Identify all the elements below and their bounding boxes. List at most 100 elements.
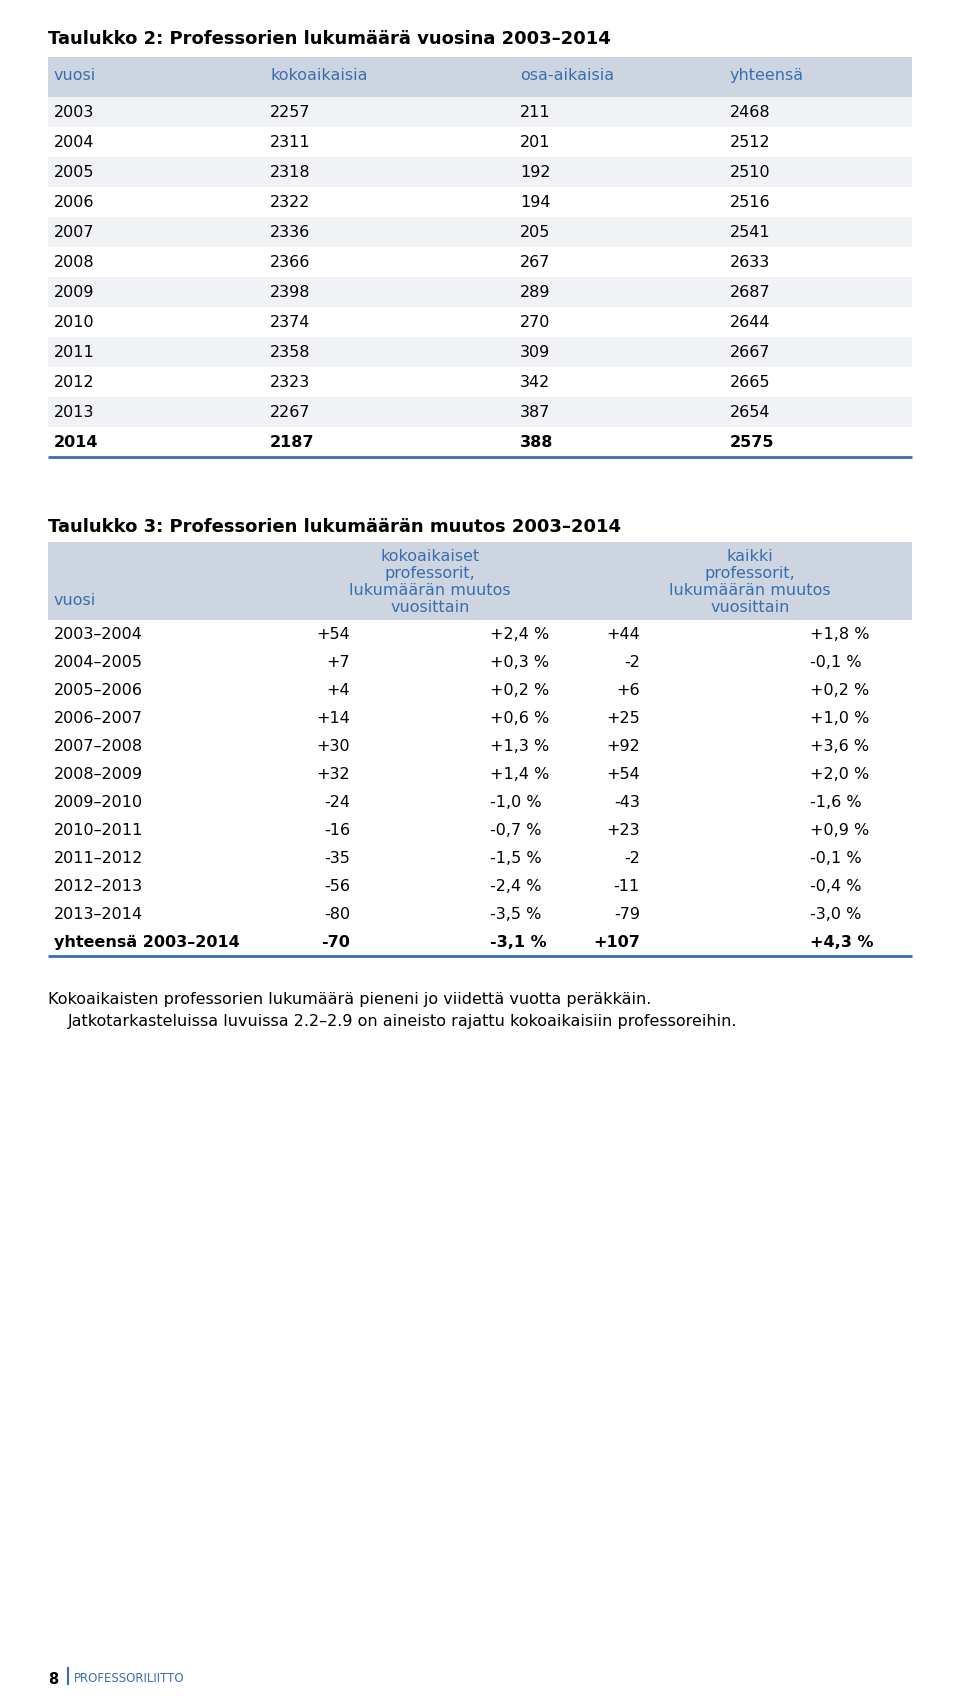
Text: kaikki: kaikki [727, 548, 774, 564]
Text: -16: -16 [324, 822, 350, 837]
Text: +4,3 %: +4,3 % [810, 934, 874, 949]
Text: +54: +54 [316, 627, 350, 642]
Text: 2358: 2358 [270, 345, 310, 360]
Text: +0,9 %: +0,9 % [810, 822, 869, 837]
Text: +3,6 %: +3,6 % [810, 739, 869, 754]
Text: 2665: 2665 [730, 375, 771, 391]
Text: +2,4 %: +2,4 % [490, 627, 549, 642]
Text: -70: -70 [322, 934, 350, 949]
Text: 2012: 2012 [54, 375, 95, 391]
Text: yhteensä: yhteensä [730, 68, 804, 83]
Text: professorit,: professorit, [705, 565, 796, 581]
Text: professorit,: professorit, [385, 565, 475, 581]
Text: 2003: 2003 [54, 105, 94, 121]
Text: lukumäärän muutos: lukumäärän muutos [669, 582, 830, 598]
Text: -35: -35 [324, 851, 350, 866]
Text: -3,5 %: -3,5 % [490, 907, 541, 922]
Text: 2374: 2374 [270, 314, 310, 329]
Text: yhteensä 2003–2014: yhteensä 2003–2014 [54, 934, 240, 949]
Text: 2004: 2004 [54, 134, 94, 149]
Text: 2267: 2267 [270, 404, 310, 419]
Text: 2004–2005: 2004–2005 [54, 655, 143, 669]
Text: vuosittain: vuosittain [710, 599, 790, 615]
Text: 2010–2011: 2010–2011 [54, 822, 143, 837]
Text: 2010: 2010 [54, 314, 95, 329]
Text: +107: +107 [593, 934, 640, 949]
Text: 2644: 2644 [730, 314, 771, 329]
Text: +1,8 %: +1,8 % [810, 627, 870, 642]
Text: -0,1 %: -0,1 % [810, 851, 862, 866]
Text: 194: 194 [520, 195, 550, 211]
Text: -24: -24 [324, 795, 350, 810]
Text: 2007: 2007 [54, 224, 94, 239]
Text: -0,7 %: -0,7 % [490, 822, 541, 837]
Text: -2: -2 [624, 851, 640, 866]
Text: +7: +7 [326, 655, 350, 669]
Text: vuosi: vuosi [54, 593, 96, 608]
Text: +23: +23 [607, 822, 640, 837]
Text: 387: 387 [520, 404, 550, 419]
Text: 2541: 2541 [730, 224, 771, 239]
Text: 2398: 2398 [270, 285, 310, 301]
Text: 2512: 2512 [730, 134, 771, 149]
Text: 289: 289 [520, 285, 550, 301]
Text: kokoaikaisia: kokoaikaisia [270, 68, 368, 83]
Text: 2516: 2516 [730, 195, 771, 211]
Text: -1,0 %: -1,0 % [490, 795, 541, 810]
Text: 2468: 2468 [730, 105, 771, 121]
Text: 2187: 2187 [270, 435, 315, 450]
Text: 2575: 2575 [730, 435, 775, 450]
Text: -3,0 %: -3,0 % [810, 907, 861, 922]
Text: 2366: 2366 [270, 255, 310, 270]
Text: -0,4 %: -0,4 % [810, 878, 861, 893]
Text: 2667: 2667 [730, 345, 771, 360]
Text: osa-aikaisia: osa-aikaisia [520, 68, 614, 83]
Text: 2311: 2311 [270, 134, 311, 149]
Text: -3,1 %: -3,1 % [490, 934, 546, 949]
Text: -2: -2 [624, 655, 640, 669]
Text: 2006–2007: 2006–2007 [54, 710, 143, 725]
Text: 2687: 2687 [730, 285, 771, 301]
Text: +32: +32 [317, 766, 350, 781]
Text: 192: 192 [520, 165, 550, 180]
Text: 2009–2010: 2009–2010 [54, 795, 143, 810]
Text: +0,3 %: +0,3 % [490, 655, 549, 669]
Text: -80: -80 [324, 907, 350, 922]
Text: +0,6 %: +0,6 % [490, 710, 549, 725]
Text: lukumäärän muutos: lukumäärän muutos [349, 582, 511, 598]
Text: +1,4 %: +1,4 % [490, 766, 549, 781]
Text: 2011–2012: 2011–2012 [54, 851, 143, 866]
Text: 270: 270 [520, 314, 550, 329]
Text: vuosittain: vuosittain [391, 599, 469, 615]
Text: +1,0 %: +1,0 % [810, 710, 870, 725]
Text: 388: 388 [520, 435, 553, 450]
Text: +6: +6 [616, 683, 640, 698]
Text: 2012–2013: 2012–2013 [54, 878, 143, 893]
Bar [48, 58, 912, 98]
Text: +0,2 %: +0,2 % [810, 683, 869, 698]
Text: 2008: 2008 [54, 255, 95, 270]
Bar [48, 217, 912, 248]
Text: 267: 267 [520, 255, 550, 270]
Text: 2323: 2323 [270, 375, 310, 391]
Text: +54: +54 [607, 766, 640, 781]
Text: +14: +14 [316, 710, 350, 725]
Text: 2007–2008: 2007–2008 [54, 739, 143, 754]
Text: 2336: 2336 [270, 224, 310, 239]
Text: 8: 8 [48, 1671, 59, 1686]
Text: -56: -56 [324, 878, 350, 893]
Text: Jatkotarkasteluissa luvuissa 2.2–2.9 on aineisto rajattu kokoaikaisiin professor: Jatkotarkasteluissa luvuissa 2.2–2.9 on … [68, 1014, 737, 1029]
Text: 342: 342 [520, 375, 550, 391]
Text: kokoaikaiset: kokoaikaiset [380, 548, 480, 564]
Bar [48, 397, 912, 428]
Text: -79: -79 [614, 907, 640, 922]
Text: 2510: 2510 [730, 165, 771, 180]
Text: Kokoaikaisten professorien lukumäärä pieneni jo viidettä vuotta peräkkäin.: Kokoaikaisten professorien lukumäärä pie… [48, 992, 652, 1007]
Bar [48, 278, 912, 307]
Text: +30: +30 [317, 739, 350, 754]
Text: +1,3 %: +1,3 % [490, 739, 549, 754]
Text: -1,6 %: -1,6 % [810, 795, 862, 810]
Text: Taulukko 2: Professorien lukumäärä vuosina 2003–2014: Taulukko 2: Professorien lukumäärä vuosi… [48, 31, 611, 48]
Text: 2006: 2006 [54, 195, 94, 211]
Text: 2013–2014: 2013–2014 [54, 907, 143, 922]
